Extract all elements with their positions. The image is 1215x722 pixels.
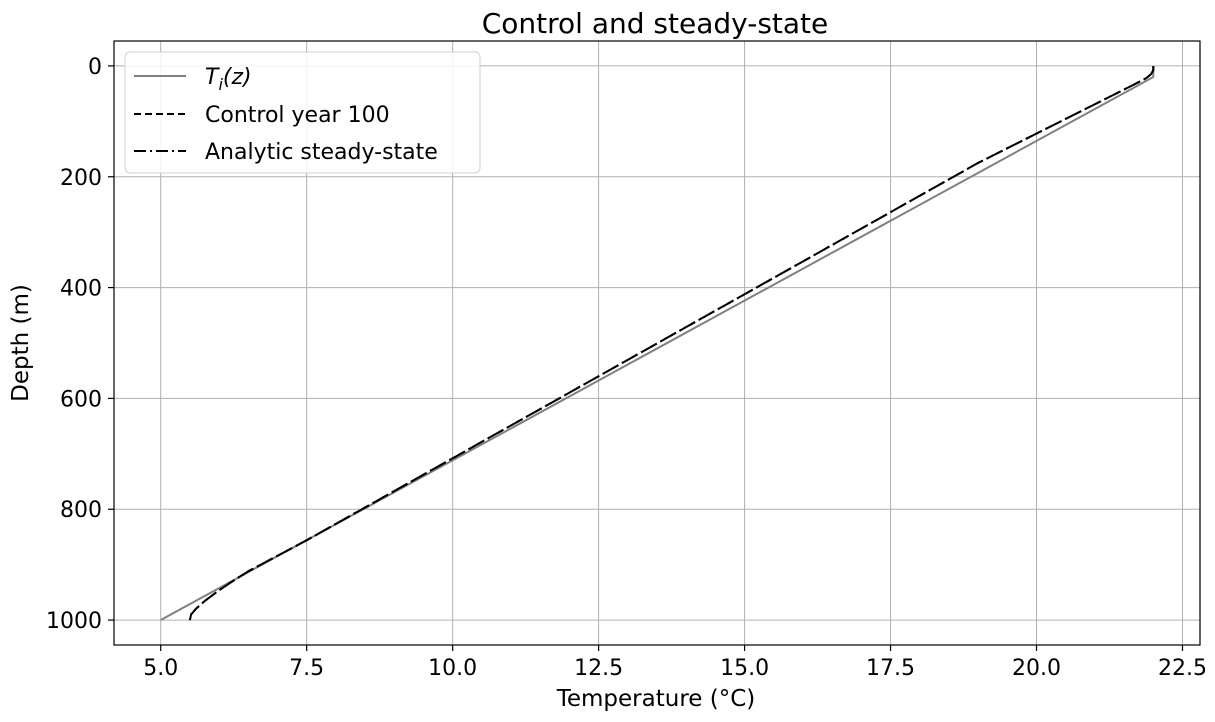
x-tick-label: 22.5: [1158, 656, 1207, 681]
x-tick-label: 10.0: [428, 656, 477, 681]
legend-label-control: Control year 100: [205, 103, 390, 128]
y-tick-label: 200: [60, 166, 102, 191]
series-control-line: [188, 65, 1155, 621]
x-tick-label: 5.0: [143, 656, 178, 681]
x-tick-label: 12.5: [574, 656, 623, 681]
y-tick-label: 800: [60, 498, 102, 523]
y-tick-label: 600: [60, 387, 102, 412]
x-tick-label: 17.5: [866, 656, 915, 681]
legend-label-ti-main: T: [205, 65, 220, 90]
x-axis-label: Temperature (°C): [556, 686, 756, 712]
legend-label-analytic: Analytic steady-state: [205, 140, 438, 165]
legend: Ti(z) Control year 100 Analytic steady-s…: [124, 51, 481, 174]
grid: [114, 41, 1200, 645]
x-tick-label: 7.5: [289, 656, 324, 681]
legend-box: [124, 51, 481, 174]
y-tick-label: 0: [88, 55, 102, 80]
series-layer: [160, 65, 1155, 621]
y-axis-label: Depth (m): [8, 284, 34, 402]
ticks: 5.0 7.5 10.0 12.5 15.0 17.5 20.0 22.5 0 200 400 600…: [46, 55, 1207, 681]
legend-label-ti: Ti(z): [205, 65, 252, 94]
x-tick-label: 20.0: [1012, 656, 1061, 681]
chart-title: Control and steady-state: [482, 7, 829, 40]
y-tick-label: 400: [60, 277, 102, 302]
y-tick-label: 1000: [46, 609, 102, 634]
legend-label-ti-sub: i: [218, 75, 223, 94]
legend-label-ti-rest: (z): [223, 65, 252, 90]
plot-frame: [113, 40, 1201, 646]
x-tick-label: 15.0: [720, 656, 769, 681]
